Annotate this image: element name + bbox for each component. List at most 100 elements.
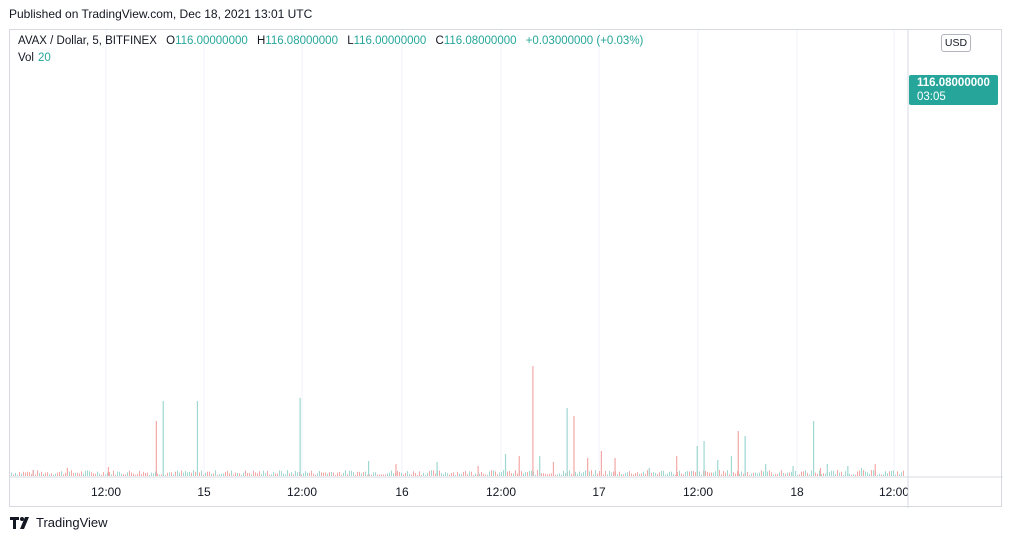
volume-bar — [577, 474, 578, 476]
volume-bar — [149, 474, 150, 476]
volume-bar — [47, 472, 48, 476]
volume-bar — [95, 473, 96, 476]
volume-legend[interactable]: Vol 20 — [18, 52, 51, 64]
change-value: +0.03000000 (+0.03%) — [525, 35, 644, 47]
volume-bar — [555, 474, 556, 476]
volume-bar — [495, 471, 496, 476]
volume-bar — [287, 470, 288, 476]
volume-bar — [131, 472, 132, 476]
volume-bar — [547, 474, 548, 476]
volume-bar — [571, 473, 572, 476]
volume-bar — [887, 473, 888, 476]
volume-bar — [737, 471, 738, 476]
volume-bar — [895, 474, 896, 476]
volume-bar — [51, 473, 52, 476]
volume-bar — [693, 471, 694, 476]
volume-bar — [157, 473, 158, 476]
volume-bar — [623, 474, 624, 476]
volume-bar — [89, 471, 90, 476]
volume-bar — [860, 468, 863, 476]
volume-bar — [133, 473, 134, 476]
tradingview-logo[interactable]: TradingView — [10, 515, 108, 530]
chart-legend[interactable]: AVAX / Dollar, 5, BITFINEX O116.00000000… — [18, 35, 643, 47]
volume-bar — [285, 474, 286, 476]
volume-bar — [747, 471, 748, 476]
volume-bar — [251, 474, 252, 476]
volume-bar — [137, 473, 138, 476]
volume-bar — [883, 474, 884, 476]
volume-bar — [233, 474, 234, 476]
volume-bar — [107, 472, 108, 476]
volume-bar — [209, 471, 210, 476]
close-label: C — [435, 35, 444, 47]
volume-bar — [349, 470, 350, 476]
volume-bar — [15, 472, 16, 476]
volume-bar — [91, 472, 92, 476]
volume-bar — [341, 474, 342, 476]
volume-bar — [715, 471, 716, 476]
volume-bar — [771, 472, 772, 476]
volume-bar — [43, 474, 44, 476]
volume-bar — [31, 474, 32, 476]
volume-bar — [355, 474, 356, 476]
volume-bar — [755, 472, 756, 476]
volume-bar — [227, 470, 228, 476]
volume-bar — [319, 470, 320, 476]
volume-bar — [483, 473, 484, 476]
volume-bar — [345, 470, 346, 476]
volume-bar — [497, 474, 498, 476]
volume-bar — [785, 473, 786, 476]
volume-bar — [295, 470, 296, 476]
symbol-title[interactable]: AVAX / Dollar, 5, BITFINEX — [18, 35, 157, 47]
volume-bar — [595, 470, 596, 476]
volume-bar — [815, 472, 816, 476]
volume-bar — [777, 474, 778, 476]
chart-canvas[interactable]: 76.0000000080.0000000084.0000000088.0000… — [10, 30, 1003, 508]
volume-bar — [221, 473, 222, 476]
volume-bar — [35, 474, 36, 476]
volume-bar — [161, 474, 162, 476]
chart-area[interactable]: 76.0000000080.0000000084.0000000088.0000… — [9, 29, 1003, 508]
volume-bar — [833, 470, 834, 476]
volume-bar — [725, 472, 726, 476]
volume-bar — [155, 421, 157, 476]
volume-bar — [676, 456, 678, 476]
volume-bar — [53, 474, 54, 476]
volume-bar — [201, 470, 202, 476]
volume-bar — [614, 458, 616, 476]
volume-bar — [211, 473, 212, 476]
volume-bar — [503, 470, 504, 476]
volume-bar — [489, 471, 490, 476]
volume-bar — [393, 473, 394, 476]
volume-bar — [792, 466, 794, 476]
volume-bar — [565, 472, 566, 476]
volume-bar — [365, 471, 366, 476]
volume-bar — [529, 470, 530, 476]
volume-bar — [773, 474, 774, 476]
volume-bar — [299, 471, 300, 476]
volume-bar — [391, 470, 392, 476]
volume-bar — [730, 456, 733, 476]
currency-badge[interactable]: USD — [941, 34, 971, 52]
volume-bar — [837, 470, 838, 476]
volume-bar — [196, 401, 199, 476]
volume-bar — [407, 471, 408, 476]
volume-bar — [159, 474, 160, 476]
volume-bar — [581, 473, 582, 476]
open-value: 116.00000000 — [175, 35, 248, 47]
volume-bar — [795, 470, 796, 476]
x-tick-label: 12:00 — [683, 485, 713, 499]
volume-bar — [711, 472, 712, 476]
volume-bar — [603, 474, 604, 476]
volume-bar — [749, 474, 750, 476]
volume-bar — [277, 473, 278, 476]
volume-bar — [613, 471, 614, 476]
volume-bar — [549, 473, 550, 476]
bar-countdown: 03:05 — [917, 91, 946, 103]
volume-bar — [363, 472, 364, 476]
volume-bar — [87, 470, 88, 476]
volume-bar — [143, 471, 144, 476]
volume-bar — [667, 473, 668, 476]
open-label: O — [166, 35, 176, 47]
volume-bar — [111, 474, 112, 476]
